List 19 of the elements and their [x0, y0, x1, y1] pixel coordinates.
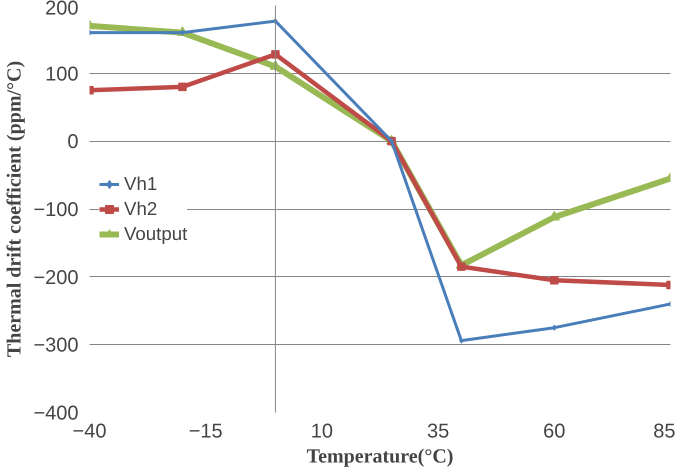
point — [550, 276, 559, 284]
y-tick-label: 200 — [45, 0, 79, 20]
x-tick-label: 10 — [310, 420, 334, 442]
x-axis-title: Temperature(°C) — [306, 446, 454, 468]
x-tick-label: 35 — [426, 420, 450, 442]
y-tick-label: −100 — [33, 199, 79, 221]
x-tick-label: 60 — [543, 420, 566, 442]
point — [457, 262, 466, 271]
y-tick-label: 0 — [67, 131, 78, 154]
x-tick-label: 85 — [653, 420, 676, 442]
y-tick-label: −300 — [33, 334, 79, 357]
legend-label: Vh2 — [124, 198, 158, 220]
point — [178, 82, 187, 92]
y-axis-title: Thermal drift coefficient (ppm/°C) — [3, 60, 26, 358]
y-tick-label: 100 — [45, 63, 79, 86]
legend-label: Voutput — [124, 222, 188, 244]
y-tick-label: −200 — [33, 266, 79, 289]
legend-label: Vh1 — [124, 172, 158, 194]
x-tick-label: −15 — [188, 420, 223, 442]
